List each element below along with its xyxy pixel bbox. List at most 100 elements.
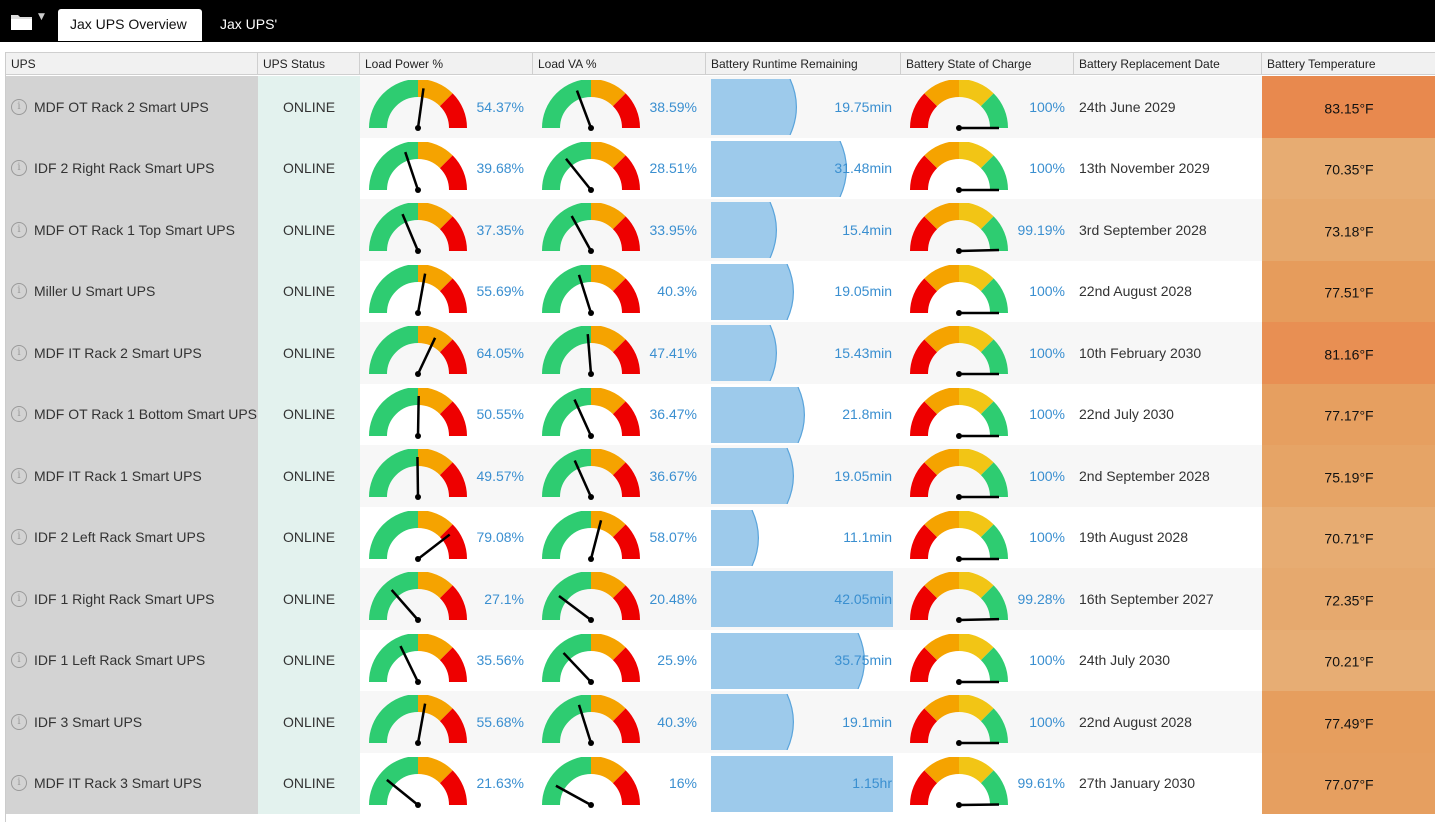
gauge-band xyxy=(910,523,938,560)
gauge-band xyxy=(542,326,592,375)
column-header-ups[interactable]: UPS xyxy=(6,53,258,75)
gauge-band xyxy=(590,633,626,660)
charge-cell: 99.28% xyxy=(901,568,1074,630)
table-row[interactable]: i MDF OT Rack 1 Top Smart UPS ONLINE 37.35%… xyxy=(6,199,1435,261)
info-icon[interactable]: i xyxy=(11,98,27,115)
gauge-band xyxy=(612,708,640,744)
info-icon[interactable]: i xyxy=(11,467,27,484)
folder-menu-button[interactable]: ▼ xyxy=(8,10,50,34)
replacement-date-cell: 10th February 2030 xyxy=(1074,322,1262,384)
info-icon[interactable]: i xyxy=(11,221,27,238)
table-row[interactable]: i MDF OT Rack 1 Bottom Smart UPS ONLINE 50.… xyxy=(6,383,1435,445)
column-header-replacement[interactable]: Battery Replacement Date xyxy=(1074,53,1262,75)
ups-status-cell: ONLINE xyxy=(258,506,360,568)
runtime-value: 15.43min xyxy=(834,344,892,361)
column-header-runtime[interactable]: Battery Runtime Remaining xyxy=(706,53,901,75)
gauge-hub xyxy=(956,125,962,131)
info-icon[interactable]: i xyxy=(11,406,27,423)
info-icon[interactable]: i xyxy=(11,344,27,361)
load-power-gauge xyxy=(369,264,467,316)
charge-gauge xyxy=(910,449,1008,500)
gauge-band xyxy=(980,277,1008,314)
info-icon[interactable]: i xyxy=(11,283,27,300)
ups-name: IDF 1 Left Rack Smart UPS xyxy=(34,652,206,669)
table-row[interactable]: i Miller U Smart UPS ONLINE 55.69% 40.3% 19.0… xyxy=(6,260,1435,323)
ups-name: MDF OT Rack 1 Top Smart UPS xyxy=(34,221,235,238)
gauge-hub xyxy=(956,678,962,685)
table-row[interactable]: i IDF 2 Right Rack Smart UPS ONLINE 39.68% 2… xyxy=(6,137,1435,200)
gauge-hub xyxy=(415,371,421,377)
gauge-band xyxy=(542,141,592,191)
gauge-hub xyxy=(415,186,421,193)
runtime-bar xyxy=(711,632,865,689)
column-header-temperature[interactable]: Battery Temperature xyxy=(1262,53,1435,75)
gauge-hub xyxy=(415,740,421,746)
table-row[interactable]: i MDF OT Rack 2 Smart UPS ONLINE 54.37% 38.5… xyxy=(6,76,1435,138)
load-power-gauge xyxy=(369,141,467,193)
ups-name: MDF IT Rack 2 Smart UPS xyxy=(34,344,202,361)
info-icon[interactable]: i xyxy=(11,713,27,730)
table-row[interactable]: i MDF IT Rack 3 Smart UPS ONLINE 21.63% 16% 1… xyxy=(6,752,1435,815)
info-icon[interactable]: i xyxy=(11,775,27,792)
load-va-gauge xyxy=(542,264,640,316)
table-row[interactable]: i IDF 2 Left Rack Smart UPS ONLINE 79.08% 58… xyxy=(6,506,1435,569)
ups-status-text: ONLINE xyxy=(282,467,336,484)
gauge-band xyxy=(542,510,592,560)
charge-value: 100% xyxy=(1029,467,1065,484)
charge-gauge xyxy=(910,510,1008,562)
table-row[interactable]: i IDF 1 Right Rack Smart UPS ONLINE 27.1% 20… xyxy=(6,568,1435,630)
load-power-cell: 64.05% xyxy=(360,322,533,384)
load-power-cell: 49.57% xyxy=(360,445,533,507)
table-row[interactable]: i MDF IT Rack 1 Smart UPS ONLINE 49.57% 36.6… xyxy=(6,445,1435,507)
ups-name: MDF IT Rack 3 Smart UPS xyxy=(34,775,202,792)
info-icon[interactable]: i xyxy=(11,160,27,177)
ups-name-cell: i MDF OT Rack 1 Top Smart UPS xyxy=(6,199,258,261)
charge-cell: 99.19% xyxy=(901,199,1074,261)
runtime-value: 19.05min xyxy=(834,467,892,484)
info-icon[interactable]: i xyxy=(11,652,27,669)
gauge-band xyxy=(924,203,960,230)
load-va-value: 58.07% xyxy=(649,529,697,546)
info-icon[interactable]: i xyxy=(11,590,27,607)
replacement-date-cell: 2nd September 2028 xyxy=(1074,445,1262,507)
load-power-value: 27.1% xyxy=(484,590,524,607)
ups-name: MDF IT Rack 1 Smart UPS xyxy=(34,467,202,484)
load-power-cell: 35.56% xyxy=(360,630,533,692)
gauge-band xyxy=(612,585,640,621)
gauge-band xyxy=(369,326,419,375)
gauge-needle xyxy=(416,272,427,313)
ups-status-text: ONLINE xyxy=(282,652,336,669)
column-header-status[interactable]: UPS Status xyxy=(258,53,360,75)
gauge-band xyxy=(910,400,938,437)
load-power-value: 50.55% xyxy=(476,406,524,423)
ups-name-cell: i MDF OT Rack 1 Bottom Smart UPS xyxy=(6,383,258,445)
info-icon[interactable]: i xyxy=(11,529,27,546)
runtime-value: 35.75min xyxy=(834,652,892,669)
gauge-band xyxy=(417,695,453,722)
replacement-date: 22nd July 2030 xyxy=(1079,406,1174,423)
runtime-cell: 11.1min xyxy=(706,507,901,569)
runtime-bar-fill xyxy=(711,509,759,566)
gauge-band xyxy=(369,633,419,683)
table-row[interactable]: i MDF IT Rack 2 Smart UPS ONLINE 64.05% 47.4… xyxy=(6,322,1435,384)
gauge-hub xyxy=(415,801,421,808)
load-va-gauge xyxy=(542,510,640,562)
table-row[interactable]: i IDF 3 Smart UPS ONLINE 55.68% 40.3% 19.1min… xyxy=(6,691,1435,753)
gauge-band xyxy=(542,695,592,744)
charge-value: 100% xyxy=(1029,344,1065,361)
tab-jax-ups[interactable]: Jax UPS' xyxy=(220,16,278,32)
load-va-cell: 40.3% xyxy=(533,261,706,323)
column-header-load-power[interactable]: Load Power % xyxy=(360,53,533,75)
load-power-cell: 21.63% xyxy=(360,753,533,815)
gauge-hub xyxy=(588,125,594,131)
gauge-band xyxy=(590,264,626,291)
column-header-load-va[interactable]: Load VA % xyxy=(533,53,706,75)
column-header-charge[interactable]: Battery State of Charge xyxy=(901,53,1074,75)
gauge-band xyxy=(924,572,960,599)
gauge-band xyxy=(958,203,994,230)
tab-jax-ups-overview[interactable]: Jax UPS Overview xyxy=(58,9,202,41)
table-row[interactable]: i IDF 1 Left Rack Smart UPS ONLINE 35.56% 25… xyxy=(6,629,1435,692)
temperature-cell: 81.16°F xyxy=(1262,322,1435,384)
gauge-band xyxy=(924,141,960,168)
charge-cell: 100% xyxy=(901,138,1074,200)
